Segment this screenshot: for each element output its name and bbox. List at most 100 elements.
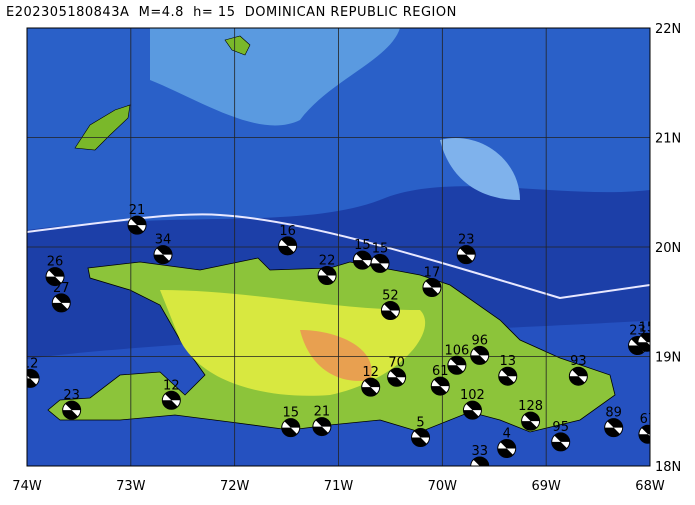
focal-mechanism: [521, 411, 541, 431]
x-tick-label: 71W: [324, 479, 354, 494]
focal-mechanism: [411, 428, 431, 448]
beachball-quadrant: [470, 346, 489, 365]
beachball-quadrant: [457, 245, 476, 264]
focal-mechanism: [45, 267, 65, 287]
focal-mechanism: [312, 417, 332, 437]
beachball-quadrant: [604, 418, 623, 437]
focal-mechanism: [637, 332, 650, 352]
focal-mechanism: [380, 301, 400, 321]
depth-label: 16: [279, 224, 296, 239]
island-caicos: [224, 35, 251, 56]
x-tick-label: 73W: [116, 479, 146, 494]
depth-label: 4: [503, 426, 511, 441]
beachball-quadrant: [551, 433, 570, 451]
beachball-quadrant: [361, 378, 380, 397]
x-tick-label: 69W: [531, 479, 561, 494]
beachball-quadrant: [281, 418, 300, 437]
focal-mechanism: [62, 400, 82, 420]
beachball-quadrant: [381, 301, 400, 320]
bank: [440, 138, 520, 200]
focal-mechanism: [422, 278, 442, 298]
beachball-quadrant: [371, 254, 390, 273]
y-tick-label: 19N: [655, 351, 681, 366]
focal-mechanism: [387, 367, 407, 387]
depth-label: 15: [354, 238, 371, 253]
depth-label: 128: [518, 399, 543, 414]
beachball-quadrant: [128, 216, 147, 234]
depth-label: 12: [362, 365, 379, 380]
depth-label: 52: [382, 289, 399, 304]
peak: [300, 330, 372, 381]
focal-mechanism: [604, 418, 624, 438]
focal-mechanism: [498, 366, 518, 386]
depth-label: 102: [460, 388, 485, 403]
depth-label: 22: [319, 253, 336, 268]
frame: [26, 27, 651, 467]
depth-label: 34: [155, 233, 172, 248]
depth-label: 26: [47, 255, 64, 270]
focal-mechanism: [470, 456, 490, 466]
beachball-quadrant: [312, 417, 331, 436]
beachball-quadrant: [431, 377, 450, 395]
depth-label: 95: [552, 420, 569, 435]
focal-mechanism: [317, 265, 337, 285]
beachball-quadrant: [411, 428, 430, 447]
depth-label: 15: [282, 406, 299, 421]
plate-boundary: [27, 213, 650, 300]
beachball-quadrant: [154, 245, 173, 264]
island-cuba: [74, 104, 131, 151]
depth-label: 96: [471, 333, 488, 348]
beachball-quadrant: [278, 237, 297, 255]
beachball-quadrant: [637, 333, 650, 352]
depth-label: 23: [63, 388, 80, 403]
shallow: [150, 28, 400, 126]
beachball-quadrant: [52, 293, 71, 312]
depth-label: 12: [163, 378, 180, 393]
focal-mechanism: [551, 432, 571, 452]
beachball-quadrant: [387, 368, 406, 387]
focal-mechanism: [27, 368, 40, 388]
focal-mechanism: [361, 377, 381, 397]
beachball-quadrant: [318, 266, 337, 285]
beachball-quadrant: [521, 412, 540, 430]
y-tick-label: 20N: [655, 241, 681, 256]
focal-mechanism: [568, 366, 588, 386]
beachball-quadrant: [62, 401, 81, 420]
y-tick-label: 22N: [655, 22, 681, 37]
focal-mechanism: [352, 250, 372, 270]
focal-mechanism: [278, 236, 298, 256]
beachball-quadrant: [162, 391, 181, 410]
map-title: E202305180843A M=4.8 h= 15 DOMINICAN REP…: [6, 5, 457, 20]
depth-label: 17: [424, 266, 441, 281]
beachball-quadrant: [497, 439, 516, 458]
focal-mechanism: [456, 245, 476, 265]
depth-label: 61: [432, 364, 449, 379]
focal-mechanism: [497, 438, 517, 458]
depth-label: 15: [639, 320, 656, 335]
depth-label: 23: [458, 233, 475, 248]
depth-label: 67: [640, 412, 657, 427]
beachball-quadrant: [46, 267, 65, 286]
focal-mechanism: [281, 418, 301, 438]
depth-label: 106: [444, 343, 469, 358]
beachball-quadrant: [353, 251, 372, 270]
depth-label: 15: [372, 241, 389, 256]
focal-mechanism: [430, 376, 450, 396]
depth-label: 93: [570, 354, 587, 369]
beachball-quadrant: [638, 425, 650, 444]
depth-label: 33: [471, 444, 488, 459]
depth-label: 12: [22, 356, 39, 371]
beachball-quadrant: [569, 367, 588, 386]
x-tick-label: 74W: [12, 479, 42, 494]
x-tick-label: 70W: [428, 479, 458, 494]
y-tick-label: 21N: [655, 132, 681, 147]
beachball-quadrant: [27, 369, 40, 388]
beachball-quadrant: [447, 356, 466, 375]
focal-mechanism: [161, 390, 181, 410]
beachball-quadrant: [463, 401, 482, 420]
focal-mechanism: [153, 245, 173, 265]
focal-mechanism: [447, 355, 467, 375]
